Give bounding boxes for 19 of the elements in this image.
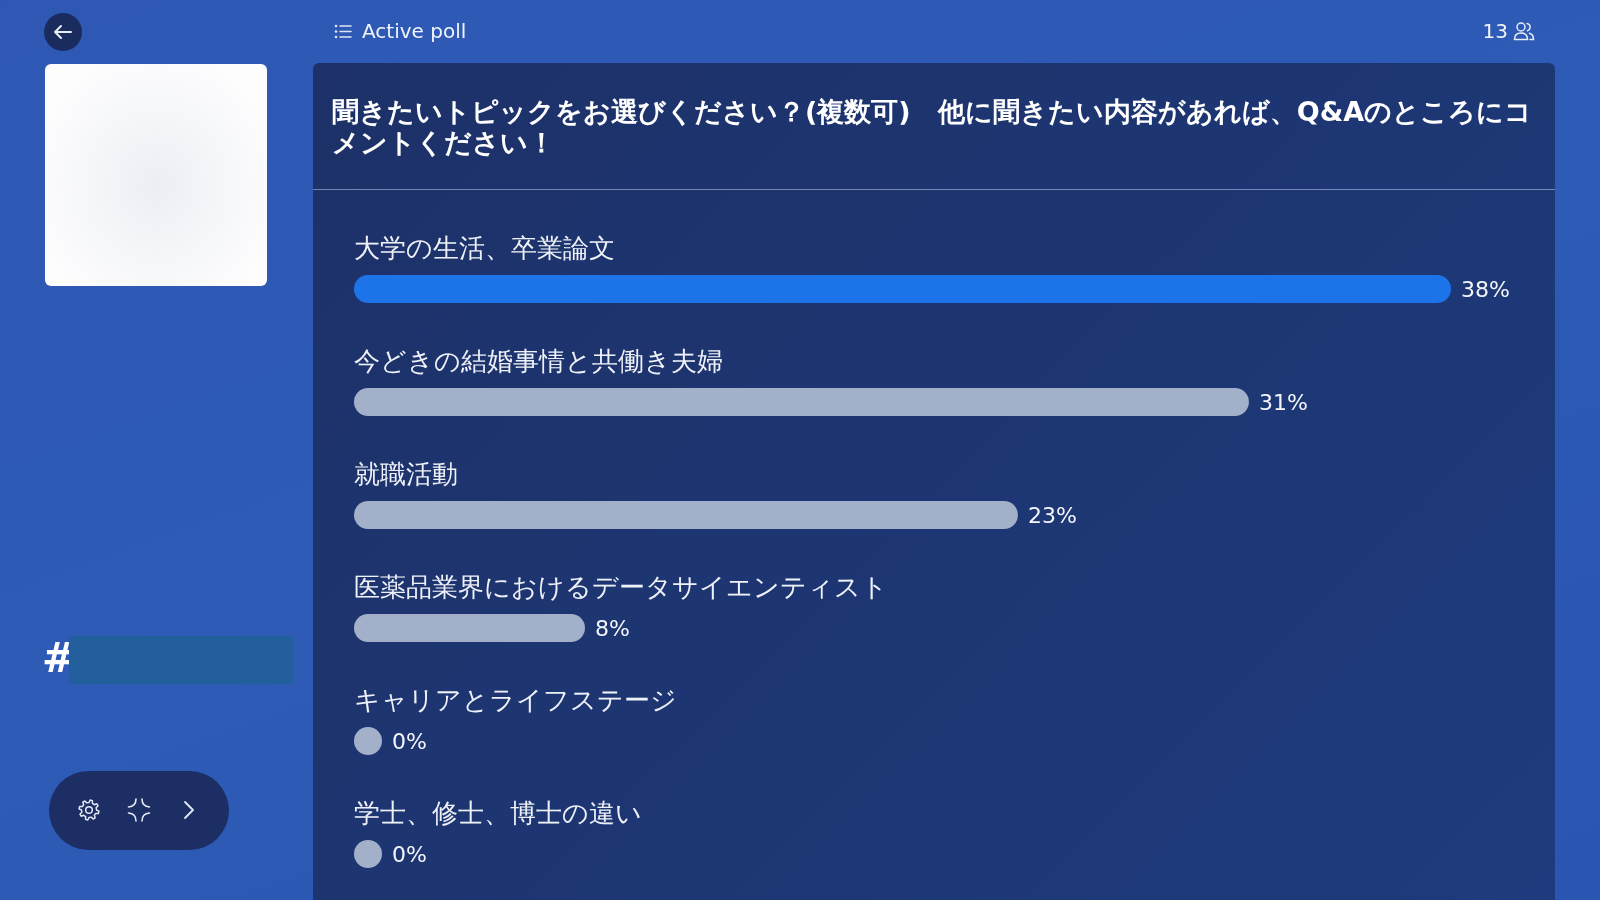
bar <box>354 388 1249 416</box>
data-label: 0% <box>392 841 427 867</box>
chart-title: 聞きたいトピックをお選びください？(複数可) 他に聞きたい内容があれば、Q&Aのところにコメントください！ <box>332 96 1534 158</box>
y-tick-label: キャリアとライフステージ <box>354 684 677 715</box>
data-label: 23% <box>1027 502 1077 528</box>
data-label: 8% <box>594 615 630 641</box>
text: 13 <box>1482 18 1508 44</box>
bar <box>354 614 585 642</box>
bar <box>354 501 1018 529</box>
text: Active poll <box>362 18 467 44</box>
bar <box>354 275 1451 303</box>
data-label: 38% <box>1461 276 1510 302</box>
y-tick-label: 大学の生活、卒業論文 <box>354 232 615 263</box>
data-label: 31% <box>1258 389 1308 415</box>
y-tick-label: 就職活動 <box>354 458 458 489</box>
y-tick-label: 医薬品業界におけるデータサイエンティスト <box>354 571 888 602</box>
data-label: 0% <box>392 728 427 754</box>
y-tick-label: 学士、修士、博士の違い <box>354 797 642 828</box>
y-tick-label: 今どきの結婚事情と共働き夫婦 <box>354 345 723 376</box>
